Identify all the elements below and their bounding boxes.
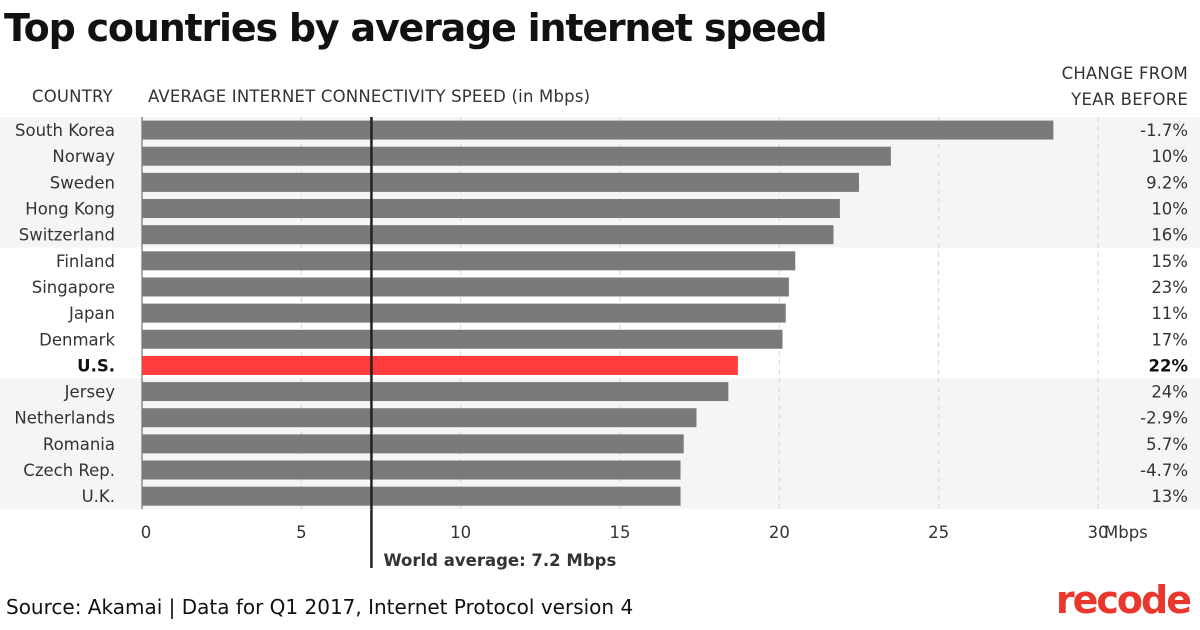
bar [142,355,738,375]
change-label: 13% [1151,487,1188,506]
country-label: Denmark [39,330,115,349]
country-label: Switzerland [19,226,115,245]
bar [142,303,786,323]
change-label: 5.7% [1146,435,1188,454]
x-tick-label: 10 [450,523,471,542]
recode-logo: recode [1055,578,1192,622]
x-tick-label: 25 [928,523,949,542]
bar [142,434,684,454]
bar [142,486,681,506]
x-unit-label: Mbps [1104,523,1148,542]
bar [142,172,859,192]
change-label: 22% [1149,356,1189,375]
country-label: Jersey [64,383,116,402]
change-label: 10% [1151,147,1188,166]
country-label: Hong Kong [25,200,115,219]
change-label: 24% [1151,383,1188,402]
bar [142,120,1054,140]
country-label: Finland [56,252,115,271]
country-label: U.S. [77,356,115,375]
change-label: -1.7% [1140,121,1188,140]
world-average-label: World average: 7.2 Mbps [383,551,616,570]
country-label: Singapore [32,278,115,297]
chart-title: Top countries by average internet speed [4,6,828,50]
change-label: -4.7% [1140,461,1188,480]
country-label: Netherlands [14,409,115,428]
change-label: 9.2% [1146,173,1188,192]
country-label: Romania [43,435,115,454]
country-column-header: COUNTRY [32,87,113,106]
x-tick-label: 0 [141,523,152,542]
bar [142,408,697,428]
change-label: 11% [1151,304,1188,323]
country-label: Czech Rep. [23,461,115,480]
bar [142,146,891,166]
bar [142,460,681,480]
change-label: 16% [1151,226,1188,245]
change-label: 23% [1151,278,1188,297]
change-column-header: CHANGE FROM YEAR BEFORE [1062,61,1188,113]
x-tick-label: 15 [610,523,631,542]
x-tick-label: 30 [1088,523,1109,542]
country-label: South Korea [15,121,115,140]
bar [142,199,840,219]
country-label: Sweden [50,173,115,192]
x-tick-label: 5 [296,523,307,542]
bar [142,225,834,245]
change-header-line-1: CHANGE FROM [1061,64,1188,83]
change-header-line-2: YEAR BEFORE [1071,90,1188,109]
change-label: 17% [1151,330,1188,349]
bar [142,277,789,297]
bar [142,251,796,271]
country-label: U.K. [82,487,115,506]
country-label: Japan [68,304,115,323]
country-label: Norway [52,147,115,166]
bar [142,329,783,349]
bar [142,382,729,402]
source-note: Source: Akamai | Data for Q1 2017, Inter… [6,595,634,619]
change-label: 15% [1151,252,1188,271]
x-tick-label: 20 [769,523,790,542]
change-label: -2.9% [1140,409,1188,428]
speed-column-header: AVERAGE INTERNET CONNECTIVITY SPEED (in … [148,87,591,106]
change-label: 10% [1151,200,1188,219]
